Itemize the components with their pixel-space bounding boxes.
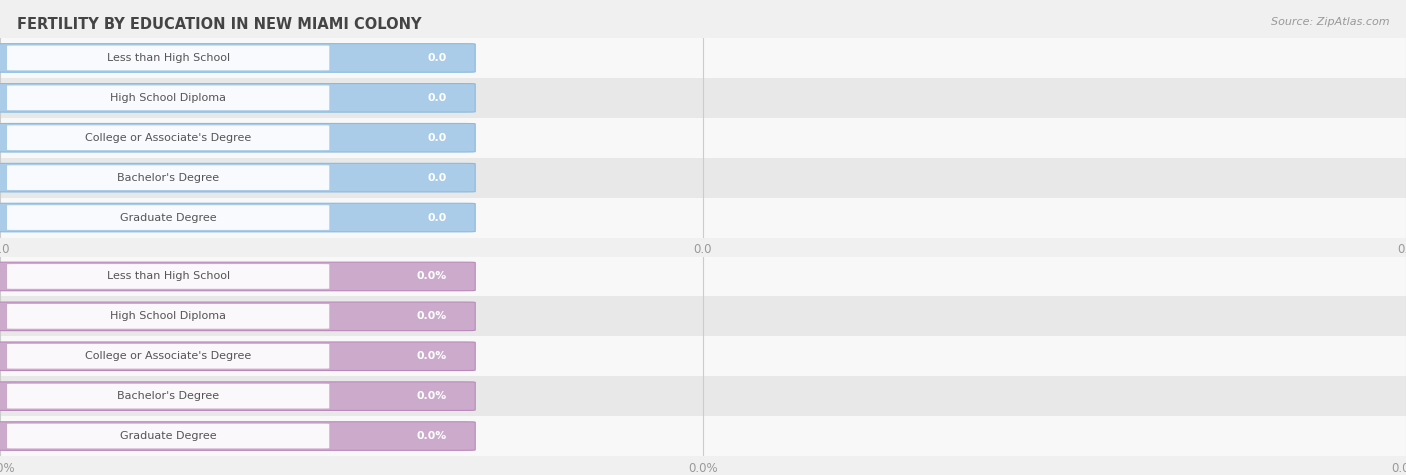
Bar: [0, 78, 1406, 118]
FancyBboxPatch shape: [0, 342, 475, 370]
FancyBboxPatch shape: [7, 384, 329, 408]
Text: 0.0%: 0.0%: [416, 351, 447, 361]
Bar: [0, 158, 1406, 198]
FancyBboxPatch shape: [7, 46, 329, 70]
Text: Source: ZipAtlas.com: Source: ZipAtlas.com: [1271, 17, 1389, 27]
Text: 0.0%: 0.0%: [416, 311, 447, 322]
Text: College or Associate's Degree: College or Associate's Degree: [84, 351, 252, 361]
Text: 0.0: 0.0: [427, 53, 447, 63]
FancyBboxPatch shape: [7, 205, 329, 230]
FancyBboxPatch shape: [0, 302, 475, 331]
Text: College or Associate's Degree: College or Associate's Degree: [84, 133, 252, 143]
Text: Less than High School: Less than High School: [107, 53, 229, 63]
Text: High School Diploma: High School Diploma: [110, 311, 226, 322]
FancyBboxPatch shape: [0, 422, 475, 450]
Text: High School Diploma: High School Diploma: [110, 93, 226, 103]
Bar: [0, 336, 1406, 376]
Text: 0.0: 0.0: [427, 172, 447, 183]
FancyBboxPatch shape: [7, 344, 329, 369]
FancyBboxPatch shape: [0, 262, 475, 291]
Text: 0.0: 0.0: [427, 212, 447, 223]
Text: Graduate Degree: Graduate Degree: [120, 212, 217, 223]
Text: FERTILITY BY EDUCATION IN NEW MIAMI COLONY: FERTILITY BY EDUCATION IN NEW MIAMI COLO…: [17, 17, 422, 32]
FancyBboxPatch shape: [7, 264, 329, 289]
Bar: [0, 38, 1406, 78]
Text: Graduate Degree: Graduate Degree: [120, 431, 217, 441]
Bar: [0, 256, 1406, 296]
FancyBboxPatch shape: [7, 304, 329, 329]
Bar: [0, 416, 1406, 456]
FancyBboxPatch shape: [0, 84, 475, 112]
Bar: [0, 296, 1406, 336]
FancyBboxPatch shape: [0, 44, 475, 72]
FancyBboxPatch shape: [0, 203, 475, 232]
Text: Less than High School: Less than High School: [107, 271, 229, 282]
FancyBboxPatch shape: [7, 165, 329, 190]
FancyBboxPatch shape: [7, 424, 329, 448]
Text: Bachelor's Degree: Bachelor's Degree: [117, 391, 219, 401]
Text: 0.0: 0.0: [427, 133, 447, 143]
Text: 0.0%: 0.0%: [416, 271, 447, 282]
FancyBboxPatch shape: [7, 125, 329, 150]
FancyBboxPatch shape: [0, 382, 475, 410]
Text: 0.0%: 0.0%: [416, 391, 447, 401]
FancyBboxPatch shape: [7, 86, 329, 110]
Bar: [0, 376, 1406, 416]
Text: Bachelor's Degree: Bachelor's Degree: [117, 172, 219, 183]
Bar: [0, 118, 1406, 158]
Text: 0.0%: 0.0%: [416, 431, 447, 441]
Text: 0.0: 0.0: [427, 93, 447, 103]
FancyBboxPatch shape: [0, 163, 475, 192]
FancyBboxPatch shape: [0, 124, 475, 152]
Bar: [0, 198, 1406, 238]
